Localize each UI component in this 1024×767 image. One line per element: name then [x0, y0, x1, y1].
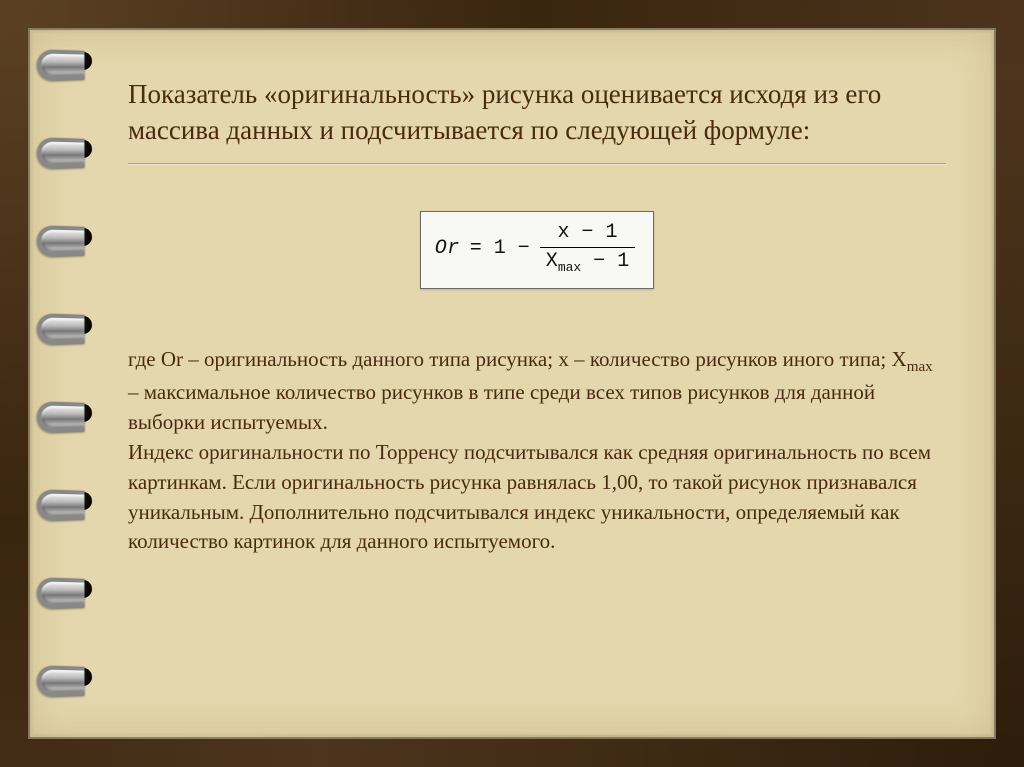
title-underline: [128, 163, 946, 165]
formula-eq: = 1 −: [470, 237, 530, 260]
formula-fraction: x − 1 Xmax − 1: [540, 222, 635, 276]
fraction-bar: [540, 247, 635, 249]
formula-numerator: x − 1: [552, 222, 624, 244]
formula-lhs: Or: [435, 237, 460, 260]
slide-frame: Показатель «оригинальность» рисунка оцен…: [0, 0, 1024, 767]
formula-denominator: Xmax − 1: [540, 251, 635, 275]
formula-box: Or = 1 − x − 1 Xmax − 1: [420, 211, 654, 289]
content-area: Показатель «оригинальность» рисунка оцен…: [128, 76, 946, 699]
slide-title: Показатель «оригинальность» рисунка оцен…: [128, 76, 946, 149]
body-text: где Or – оригинальность данного типа рис…: [128, 345, 946, 558]
formula-container: Or = 1 − x − 1 Xmax − 1: [128, 211, 946, 289]
body-paragraph: где Or – оригинальность данного типа рис…: [128, 345, 946, 558]
